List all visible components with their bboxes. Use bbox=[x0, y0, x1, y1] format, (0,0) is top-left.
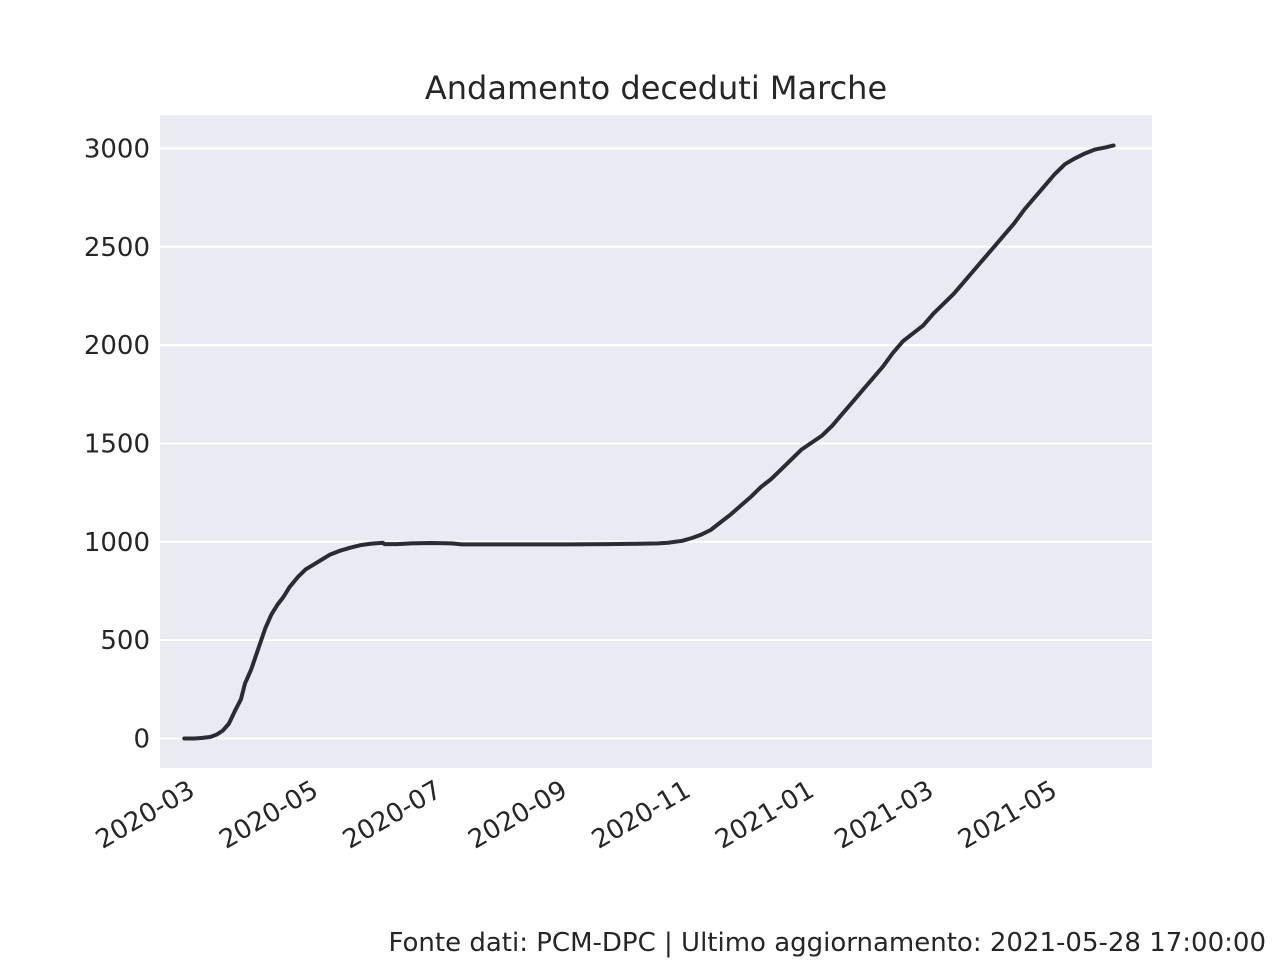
x-tick-label: 2021-03 bbox=[830, 775, 939, 855]
x-tick-label: 2020-09 bbox=[463, 775, 572, 855]
series-layer bbox=[182, 143, 1116, 741]
x-tick-label: 2020-05 bbox=[214, 775, 323, 855]
x-tick-label: 2021-05 bbox=[953, 775, 1062, 855]
y-tick-label: 2000 bbox=[84, 331, 150, 361]
x-tick-label: 2020-07 bbox=[338, 775, 447, 855]
y-tick-label: 1000 bbox=[84, 528, 150, 558]
series-line-deceduti bbox=[182, 143, 1116, 741]
chart-title: Andamento deceduti Marche bbox=[425, 69, 887, 107]
x-tick-label: 2021-01 bbox=[710, 775, 819, 855]
y-tick-label: 0 bbox=[133, 724, 150, 754]
plot-area bbox=[160, 115, 1152, 768]
y-tick-label: 1500 bbox=[84, 429, 150, 459]
x-tick-label: 2020-11 bbox=[587, 775, 696, 855]
y-tick-label: 500 bbox=[100, 626, 150, 656]
y-tick-label: 2500 bbox=[84, 233, 150, 263]
y-tick-label: 3000 bbox=[84, 134, 150, 164]
source-note: Fonte dati: PCM-DPC | Ultimo aggiornamen… bbox=[389, 928, 1267, 958]
x-tick-label: 2020-03 bbox=[91, 775, 200, 855]
x-axis-ticks: 2020-03 2020-05 2020-07 2020-09 2020-11 2021-… bbox=[91, 775, 1063, 855]
y-axis-ticks: 0 500 1000 1500 2000 2500 3000 bbox=[84, 134, 150, 754]
